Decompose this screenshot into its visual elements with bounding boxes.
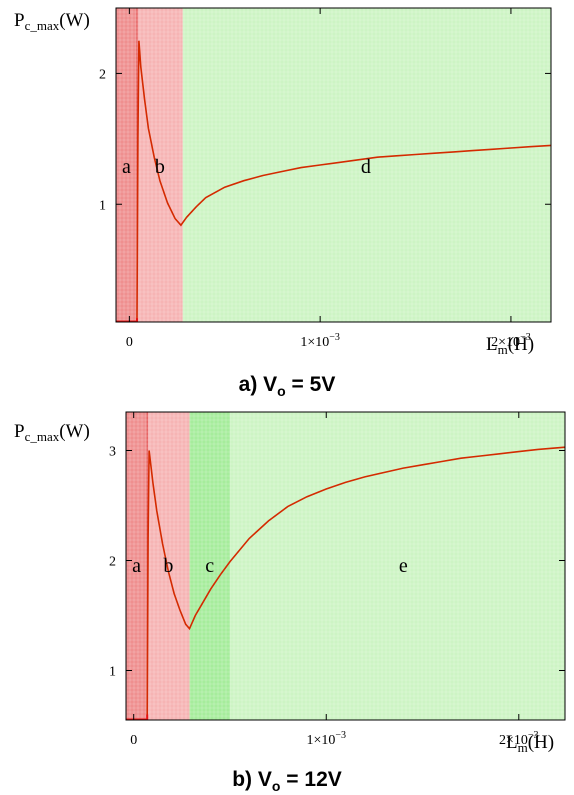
chart-a-ticks: 1 2 0 1×10−3 2×10−3 [99,8,551,350]
x-tick-label: 2×10−3 [491,332,531,350]
y-tick-label: 1 [109,665,116,680]
region-b [136,8,183,322]
chart-b-plot-frame [125,411,566,721]
y-tick-label: 2 [99,67,106,82]
y-tick-label: 3 [109,445,116,460]
region-e [229,412,565,720]
chart-a-plot-frame [115,7,552,323]
chart-a-x-axis-label: Lm(H) [486,334,534,357]
chart-b-regions [126,412,565,720]
region-label-d: d [361,156,371,178]
region-a [116,8,137,322]
region-label-e: e [399,555,408,577]
region-c [189,412,230,720]
chart-a-regions [116,8,552,322]
chart-a: 1 2 0 1×10−3 2×10−3 a b d Pc_max(W) Lm(H) a) V… [14,7,552,399]
region-label-a: a [132,555,141,577]
chart-b-ticks: 1 2 3 0 1×10−3 2×10−3 [109,412,565,748]
chart-b-y-axis-label: Pc_max(W) [14,421,90,444]
region-label-b: b [163,555,173,577]
chart-a-y-axis-label: Pc_max(W) [14,10,90,33]
region-a [126,412,148,720]
x-tick-label: 0 [130,733,137,748]
series-line-0 [136,40,552,319]
region-d [182,8,552,322]
region-label-a: a [122,156,131,178]
chart-b-grid [126,412,565,720]
x-tick-label: 0 [126,335,133,350]
y-tick-label: 1 [99,198,106,213]
region-label-c: c [205,555,214,577]
chart-a-grid [116,8,551,322]
series-line-0 [146,446,566,715]
x-tick-label: 2×10−3 [499,730,539,748]
chart-b-x-axis-label: Lm(H) [506,732,554,755]
x-tick-label: 1×10−3 [306,730,346,748]
x-tick-label: 1×10−3 [300,332,340,350]
region-b [147,412,190,720]
region-label-b: b [155,156,165,178]
chart-a-title: a) Vo = 5V [239,373,336,399]
chart-b-title: b) Vo = 12V [232,768,342,794]
y-tick-label: 2 [109,555,116,570]
